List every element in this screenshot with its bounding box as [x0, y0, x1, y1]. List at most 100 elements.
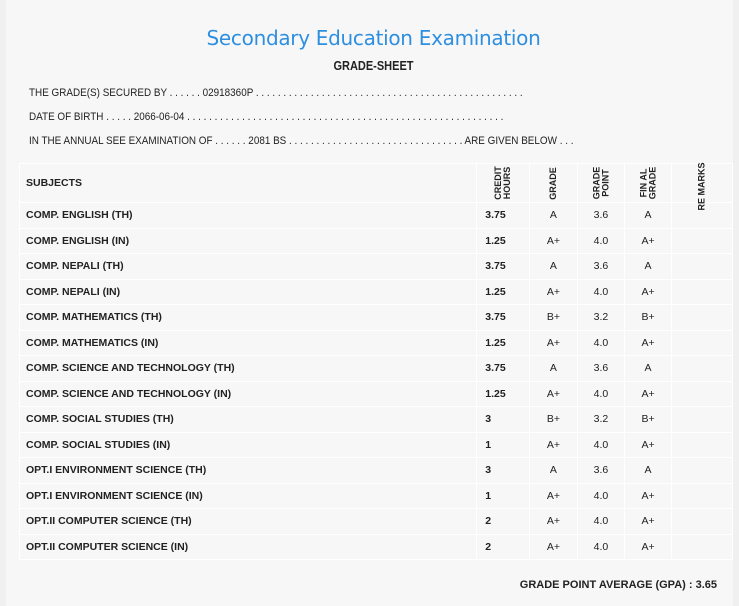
grade-cell: A+ — [528, 508, 579, 535]
remarks-cell — [671, 253, 733, 280]
grade-point-cell: 4.0 — [577, 227, 625, 254]
grade-cell: A+ — [528, 227, 579, 254]
table-row: COMP. SCIENCE AND TECHNOLOGY (TH) 3.75 A 3.… — [18, 355, 733, 382]
header-final: FIN AL GRADE — [638, 166, 658, 199]
header-credit: CREDIT HOURS — [492, 165, 512, 200]
table-row: COMP. MATHEMATICS (IN) 1.25 A+ 4.0 A+ — [18, 329, 733, 356]
header-subjects: SUBJECTS — [18, 163, 478, 203]
remarks-cell — [671, 227, 733, 254]
grade-cell: A+ — [528, 431, 579, 458]
subject-cell: OPT.II COMPUTER SCIENCE (TH) — [18, 508, 478, 535]
subject-cell: COMP. MATHEMATICS (IN) — [18, 329, 478, 356]
final-grade-cell: A+ — [623, 508, 673, 535]
final-grade-cell: A+ — [623, 380, 673, 407]
table-row: COMP. SOCIAL STUDIES (IN) 1 A+ 4.0 A+ — [18, 431, 733, 458]
final-grade-cell: A+ — [623, 431, 673, 458]
page-subtitle: GRADE-SHEET — [333, 59, 414, 73]
credit-cell: 3.75 — [476, 253, 530, 280]
header-point: GRADE POINT — [590, 166, 610, 199]
grade-point-cell: 3.6 — [577, 457, 625, 484]
grade-cell: A+ — [528, 533, 579, 560]
credit-cell: 3 — [476, 406, 530, 433]
final-grade-cell: A+ — [623, 227, 673, 254]
table-row: COMP. NEPALI (IN) 1.25 A+ 4.0 A+ — [18, 278, 733, 305]
grade-point-cell: 3.2 — [577, 406, 625, 433]
final-grade-cell: A — [623, 253, 673, 280]
table-row: OPT.I ENVIRONMENT SCIENCE (TH) 3 A 3.6 A — [18, 457, 733, 484]
grade-point-cell: 4.0 — [577, 508, 625, 535]
final-grade-cell: A+ — [623, 533, 673, 560]
credit-cell: 3.75 — [476, 304, 530, 331]
grade-cell: A — [528, 202, 579, 229]
grade-point-cell: 4.0 — [577, 278, 625, 305]
final-grade-cell: B+ — [623, 304, 673, 331]
final-grade-cell: A — [623, 457, 673, 484]
subject-cell: COMP. MATHEMATICS (TH) — [18, 304, 478, 331]
grade-point-cell: 4.0 — [577, 380, 625, 407]
credit-cell: 3.75 — [476, 355, 530, 382]
final-grade-cell: A+ — [623, 482, 673, 509]
credit-cell: 2 — [476, 533, 530, 560]
grade-point-cell: 4.0 — [577, 329, 625, 356]
table-row: COMP. NEPALI (TH) 3.75 A 3.6 A — [18, 253, 733, 280]
grades-table: SUBJECTS CREDIT HOURS GRADE GRADE POINT … — [18, 162, 733, 560]
grade-point-cell: 4.0 — [577, 482, 625, 509]
final-grade-cell: A+ — [623, 278, 673, 305]
grade-cell: A+ — [528, 329, 579, 356]
remarks-cell — [671, 355, 733, 382]
subject-cell: COMP. SOCIAL STUDIES (TH) — [18, 406, 478, 433]
subject-cell: COMP. NEPALI (IN) — [18, 278, 478, 305]
table-row: OPT.II COMPUTER SCIENCE (TH) 2 A+ 4.0 A+ — [18, 508, 733, 535]
subject-cell: COMP. NEPALI (TH) — [18, 253, 478, 280]
table-header: SUBJECTS CREDIT HOURS GRADE GRADE POINT … — [18, 162, 733, 211]
subject-cell: OPT.II COMPUTER SCIENCE (IN) — [18, 533, 478, 560]
credit-cell: 1 — [476, 482, 530, 509]
grade-sheet: Secondary Education Examination GRADE-SH… — [6, 0, 733, 606]
grade-cell: A+ — [528, 278, 579, 305]
subject-cell: COMP. ENGLISH (TH) — [18, 202, 478, 229]
grade-cell: A — [528, 457, 579, 484]
remarks-cell — [671, 482, 733, 509]
grade-point-cell: 3.6 — [577, 253, 625, 280]
final-grade-cell: A — [623, 355, 673, 382]
credit-cell: 1.25 — [476, 380, 530, 407]
grade-cell: A+ — [528, 380, 579, 407]
table-row: COMP. SOCIAL STUDIES (TH) 3 B+ 3.2 B+ — [18, 406, 733, 433]
subject-cell: COMP. ENGLISH (IN) — [18, 227, 478, 254]
credit-cell: 3.75 — [476, 202, 530, 229]
grade-point-cell: 3.2 — [577, 304, 625, 331]
grade-point-cell: 4.0 — [577, 431, 625, 458]
subject-cell: OPT.I ENVIRONMENT SCIENCE (TH) — [18, 457, 478, 484]
credit-cell: 1.25 — [476, 227, 530, 254]
page-title: Secondary Education Examination — [206, 26, 541, 50]
remarks-cell — [671, 278, 733, 305]
grade-point-cell: 3.6 — [577, 202, 625, 229]
grade-cell: B+ — [528, 304, 579, 331]
exam-line: IN THE ANNUAL SEE EXAMINATION OF . . . .… — [29, 135, 574, 147]
grade-cell: A — [528, 253, 579, 280]
table-row: COMP. SCIENCE AND TECHNOLOGY (IN) 1.25 A+ 4… — [18, 380, 733, 407]
grade-cell: A+ — [528, 482, 579, 509]
final-grade-cell: A+ — [623, 329, 673, 356]
final-grade-cell: B+ — [623, 406, 673, 433]
dob-line: DATE OF BIRTH . . . . . 2066-06-04 . . .… — [29, 111, 504, 123]
remarks-cell — [671, 533, 733, 560]
final-grade-cell: A — [623, 202, 673, 229]
credit-cell: 3 — [476, 457, 530, 484]
grade-cell: B+ — [528, 406, 579, 433]
table-row: COMP. MATHEMATICS (TH) 3.75 B+ 3.2 B+ — [18, 304, 733, 331]
table-row: COMP. ENGLISH (TH) 3.75 A 3.6 A — [18, 202, 733, 229]
subject-cell: COMP. SCIENCE AND TECHNOLOGY (TH) — [18, 355, 478, 382]
grade-point-cell: 3.6 — [577, 355, 625, 382]
credit-cell: 1.25 — [476, 278, 530, 305]
secured-by-line: THE GRADE(S) SECURED BY . . . . . . 0291… — [29, 87, 523, 99]
remarks-cell — [671, 431, 733, 458]
remarks-cell — [671, 329, 733, 356]
subject-cell: COMP. SOCIAL STUDIES (IN) — [18, 431, 478, 458]
grade-point-cell: 4.0 — [577, 533, 625, 560]
table-row: COMP. ENGLISH (IN) 1.25 A+ 4.0 A+ — [18, 227, 733, 254]
header-grade: GRADE — [547, 167, 558, 200]
header-remarks: RE MARKS — [696, 162, 707, 211]
subject-cell: OPT.I ENVIRONMENT SCIENCE (IN) — [18, 482, 478, 509]
table-row: OPT.II COMPUTER SCIENCE (IN) 2 A+ 4.0 A+ — [18, 533, 733, 560]
